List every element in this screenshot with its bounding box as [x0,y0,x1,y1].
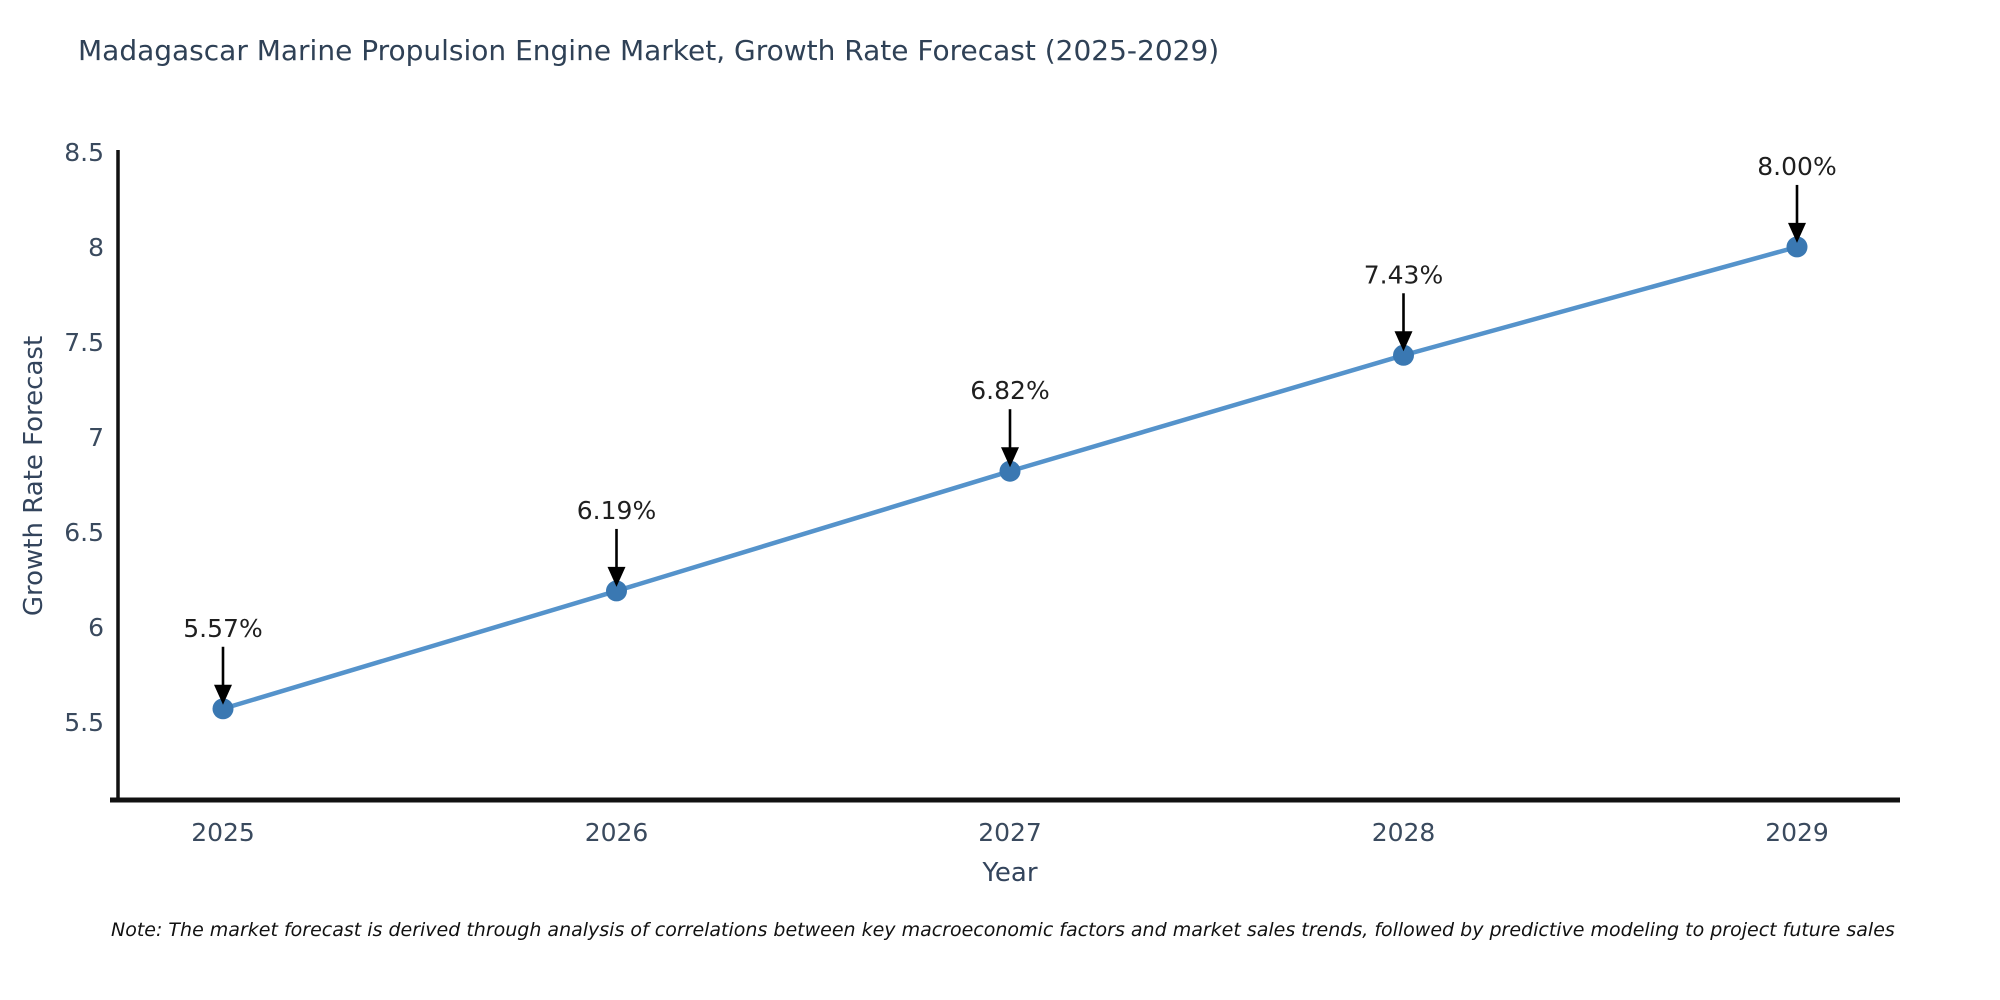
annotation-arrow-head [607,566,626,587]
annotation-arrow-head [1394,331,1413,352]
y-axis-tick-label: 6.5 [64,518,104,547]
y-axis-title: Growth Rate Forecast [19,335,49,617]
x-axis-tick-label: 2026 [585,818,649,847]
annotation-arrow-head [214,684,232,705]
x-axis-tick-label: 2025 [191,818,255,847]
x-axis-tick-label: 2028 [1372,818,1436,847]
data-point-marker [1786,236,1808,258]
data-point-marker [606,580,627,602]
x-axis-tick-label: 2029 [1765,818,1829,847]
annotation-label: 6.82% [970,376,1049,405]
annotation-arrow-head [1001,447,1019,468]
y-axis-tick-label: 6 [88,613,104,642]
x-axis-title: Year [982,858,1038,888]
data-point-marker [999,460,1021,482]
data-point-marker [1393,344,1414,366]
footnote: Note: The market forecast is derived thr… [111,919,1895,941]
y-axis-tick-label: 8.5 [64,138,104,167]
annotation-label: 8.00% [1757,152,1836,181]
x-axis-tick-label: 2027 [978,818,1042,847]
y-axis-tick-label: 5.5 [64,708,104,737]
annotation-label: 6.19% [577,496,656,525]
data-point-marker [212,698,234,720]
annotation-arrow-head [1788,222,1806,243]
y-axis-tick-label: 8 [88,233,104,262]
annotation-label: 7.43% [1364,260,1443,289]
annotation-label: 5.57% [183,614,262,643]
chart-title: Madagascar Marine Propulsion Engine Mark… [78,34,1220,67]
y-axis-tick-label: 7 [88,423,104,452]
y-axis-tick-label: 7.5 [64,328,104,357]
